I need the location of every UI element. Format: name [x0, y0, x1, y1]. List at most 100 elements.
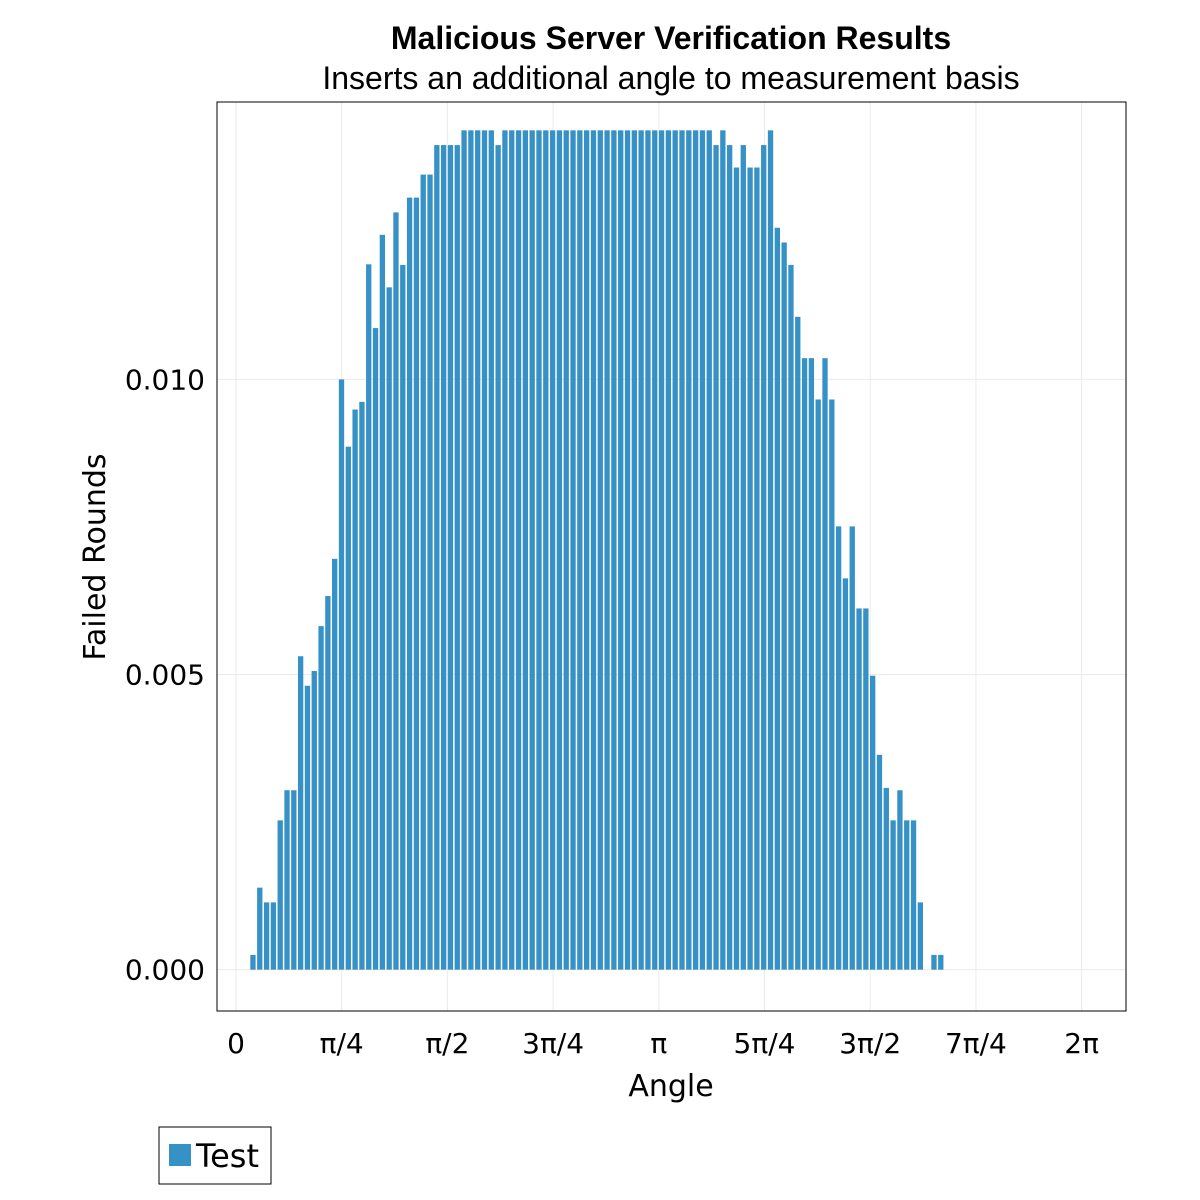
y-ticks: 0.000 0.005 0.010: [125, 363, 205, 986]
legend: Test: [158, 1126, 272, 1185]
bar: [304, 685, 311, 970]
bar: [359, 401, 365, 970]
bar: [658, 130, 665, 970]
bar: [686, 130, 692, 970]
bar: [849, 526, 855, 970]
bar: [549, 130, 556, 970]
chart-title: Malicious Server Verification Results: [391, 20, 951, 56]
bar: [318, 626, 324, 970]
bar: [754, 167, 760, 970]
bar: [856, 608, 862, 970]
bar: [747, 167, 753, 970]
bar: [904, 820, 910, 970]
bar: [338, 379, 345, 970]
x-tick-label: 3π/2: [839, 1027, 901, 1060]
bar: [727, 145, 733, 970]
bar: [624, 130, 631, 970]
bar: [652, 130, 658, 970]
bar: [447, 145, 454, 970]
bar: [495, 145, 501, 970]
bar: [638, 130, 644, 970]
bar: [311, 671, 317, 970]
x-axis-label: Angle: [628, 1069, 713, 1104]
bar: [413, 197, 420, 970]
bar: [434, 145, 440, 970]
bar: [481, 130, 488, 970]
bar: [502, 130, 508, 970]
bar: [733, 167, 740, 970]
bar: [529, 130, 535, 970]
bar: [890, 820, 896, 970]
bar: [788, 264, 794, 970]
bar: [250, 954, 256, 970]
bars: [250, 130, 944, 970]
bar: [461, 130, 467, 970]
bar: [393, 212, 399, 970]
x-tick-label: 5π/4: [734, 1027, 796, 1060]
bar: [781, 242, 787, 970]
bar: [713, 145, 719, 970]
bar: [699, 130, 706, 970]
legend-label: Test: [195, 1137, 259, 1175]
bar: [597, 130, 603, 970]
bar: [257, 887, 263, 970]
bar: [400, 264, 406, 970]
bar: [468, 130, 474, 970]
bar: [692, 130, 699, 970]
x-tick-label: 7π/4: [945, 1027, 1007, 1060]
y-tick-label: 0.005: [125, 659, 205, 692]
bar: [577, 130, 583, 970]
bar: [427, 174, 433, 970]
bar: [297, 656, 304, 970]
bar: [584, 130, 590, 970]
bar: [842, 578, 849, 970]
x-tick-label: π/2: [425, 1027, 469, 1060]
plot-frame: [216, 101, 1127, 1012]
bar: [325, 596, 331, 970]
bar: [352, 409, 358, 970]
x-ticks: 0 π/4 π/2 3π/4 π 5π/4 3π/2 7π/4 2π: [227, 1027, 1099, 1060]
bar: [379, 234, 386, 970]
bar: [883, 787, 889, 970]
bar: [454, 145, 460, 970]
bar: [870, 675, 876, 970]
bar: [815, 399, 821, 970]
bar: [543, 130, 549, 970]
bar: [931, 954, 937, 970]
bar: [366, 264, 372, 970]
y-axis-label: Failed Rounds: [78, 453, 113, 660]
x-tick-label: π/4: [320, 1027, 364, 1060]
bar: [618, 130, 624, 970]
bar: [706, 130, 712, 970]
bar: [767, 130, 774, 970]
bar: [263, 902, 270, 970]
bar: [795, 316, 801, 970]
bar: [835, 526, 842, 970]
x-tick-label: 3π/4: [522, 1027, 584, 1060]
bar: [563, 130, 569, 970]
bar: [270, 902, 277, 970]
bar: [509, 130, 515, 970]
bar: [536, 130, 542, 970]
bar: [665, 130, 672, 970]
bar: [291, 790, 297, 970]
bar: [277, 820, 283, 970]
bar: [386, 287, 392, 970]
bar: [672, 130, 678, 970]
bar: [284, 790, 290, 970]
chart-subtitle: Inserts an additional angle to measureme…: [322, 60, 1019, 96]
bar: [631, 130, 637, 970]
legend-swatch: [169, 1144, 191, 1166]
bar: [406, 197, 413, 970]
x-tick-label: 2π: [1064, 1027, 1099, 1060]
bar: [645, 130, 651, 970]
bar: [488, 130, 494, 970]
bar: [332, 558, 338, 970]
bar: [570, 130, 576, 970]
bar: [345, 446, 351, 970]
bar: [515, 130, 522, 970]
bar: [897, 790, 903, 970]
bar: [475, 130, 481, 970]
bar: [720, 130, 726, 970]
